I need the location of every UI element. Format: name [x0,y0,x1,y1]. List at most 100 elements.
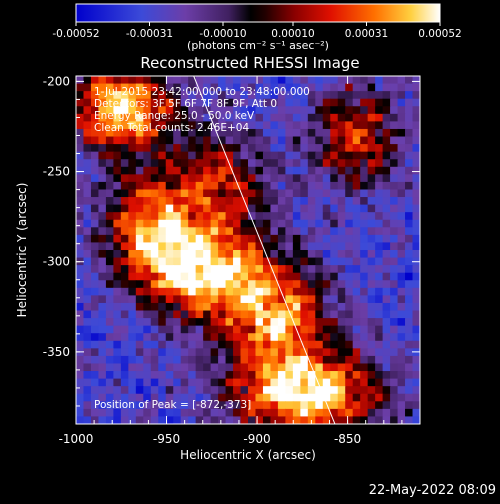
heatmap-cell [173,159,182,168]
heatmap-cell [83,204,92,213]
heatmap-cell [128,363,137,372]
heatmap-cell [113,302,122,312]
heatmap-cell [233,310,242,319]
heatmap-cell [150,371,159,380]
heatmap-cell [405,242,414,251]
heatmap-cell [277,91,286,100]
heatmap-cell [352,166,361,175]
heatmap-cell [315,121,324,130]
heatmap-cell [128,310,137,319]
heatmap-cell [173,204,182,213]
heatmap-cell [240,325,249,334]
heatmap-cell [105,189,114,198]
heatmap-cell [405,408,414,418]
heatmap-cell [210,363,219,372]
heatmap-cell [120,91,129,100]
heatmap-cell [375,393,384,402]
heatmap-cell [203,159,212,168]
heatmap-cell [135,181,144,191]
heatmap-cell [158,113,167,122]
heatmap-cell [397,83,406,92]
heatmap-cell [135,280,144,289]
heatmap-cell [397,408,406,418]
footer-timestamp: 22-May-2022 08:09 [369,483,496,498]
heatmap-cell [412,159,420,168]
heatmap-cell [360,197,369,206]
heatmap-cell [375,371,384,380]
heatmap-cell [98,378,107,387]
heatmap-cell [150,386,159,395]
heatmap-cell [120,212,129,221]
heatmap-cell [248,83,257,92]
heatmap-cell [270,144,279,153]
heatmap-cell [277,166,286,175]
heatmap-cell [412,136,420,145]
heatmap-cell [390,287,399,296]
heatmap-cell [270,340,279,349]
heatmap-cell [195,106,204,115]
heatmap-cell [135,136,144,145]
heatmap-cell [337,242,346,251]
heatmap-cell [210,181,219,191]
peak-position-label: Position of Peak = [-872,-373] [94,399,251,411]
heatmap-cell [105,227,114,236]
heatmap-cell [262,257,272,266]
heatmap-cell [150,280,159,289]
heatmap-cell [143,416,152,424]
heatmap-cell [233,280,242,289]
heatmap-cell [345,250,354,259]
heatmap-cell [322,76,331,85]
heatmap-cell [158,166,167,175]
heatmap-cell [412,287,420,296]
heatmap-cell [83,121,92,130]
heatmap-cell [203,378,212,387]
heatmap-cell [337,227,346,236]
heatmap-cell [352,393,361,402]
heatmap-cell [98,310,107,319]
heatmap-cell [367,197,376,206]
heatmap-cell [390,302,399,312]
heatmap-cell [255,197,264,206]
heatmap-cell [262,371,272,380]
heatmap-cell [83,257,92,266]
heatmap-cell [233,166,242,175]
heatmap-cell [405,204,414,213]
heatmap-cell [412,363,420,372]
heatmap-cell [173,272,182,281]
heatmap-cell [83,265,92,274]
heatmap-cell [360,113,369,122]
heatmap-cell [98,250,107,259]
heatmap-cell [128,121,137,130]
heatmap-cell [285,355,294,365]
heatmap-cell [367,250,376,259]
heatmap-cell [248,98,257,107]
heatmap-cell [390,128,399,138]
heatmap-cell [255,302,264,312]
heatmap-cell [390,340,399,349]
heatmap-cell [330,318,339,327]
heatmap-cell [285,408,294,418]
heatmap-cell [360,386,369,395]
heatmap-cell [262,416,272,424]
heatmap-cell [292,174,301,183]
heatmap-cell [188,204,197,213]
heatmap-cell [150,363,159,372]
heatmap-cell [98,219,107,228]
heatmap-cell [315,272,324,281]
heatmap-cell [165,144,174,153]
heatmap-cell [90,227,100,236]
heatmap-cell [322,363,331,372]
heatmap-cell [188,197,197,206]
heatmap-cell [322,234,331,244]
heatmap-cell [113,355,122,365]
heatmap-cell [210,386,219,395]
heatmap-cell [240,265,249,274]
heatmap-cell [203,363,212,372]
heatmap-cell [330,121,339,130]
heatmap-cell [225,212,234,221]
heatmap-cell [180,121,189,130]
heatmap-cell [412,204,420,213]
heatmap-cell [240,363,249,372]
heatmap-cell [233,197,242,206]
